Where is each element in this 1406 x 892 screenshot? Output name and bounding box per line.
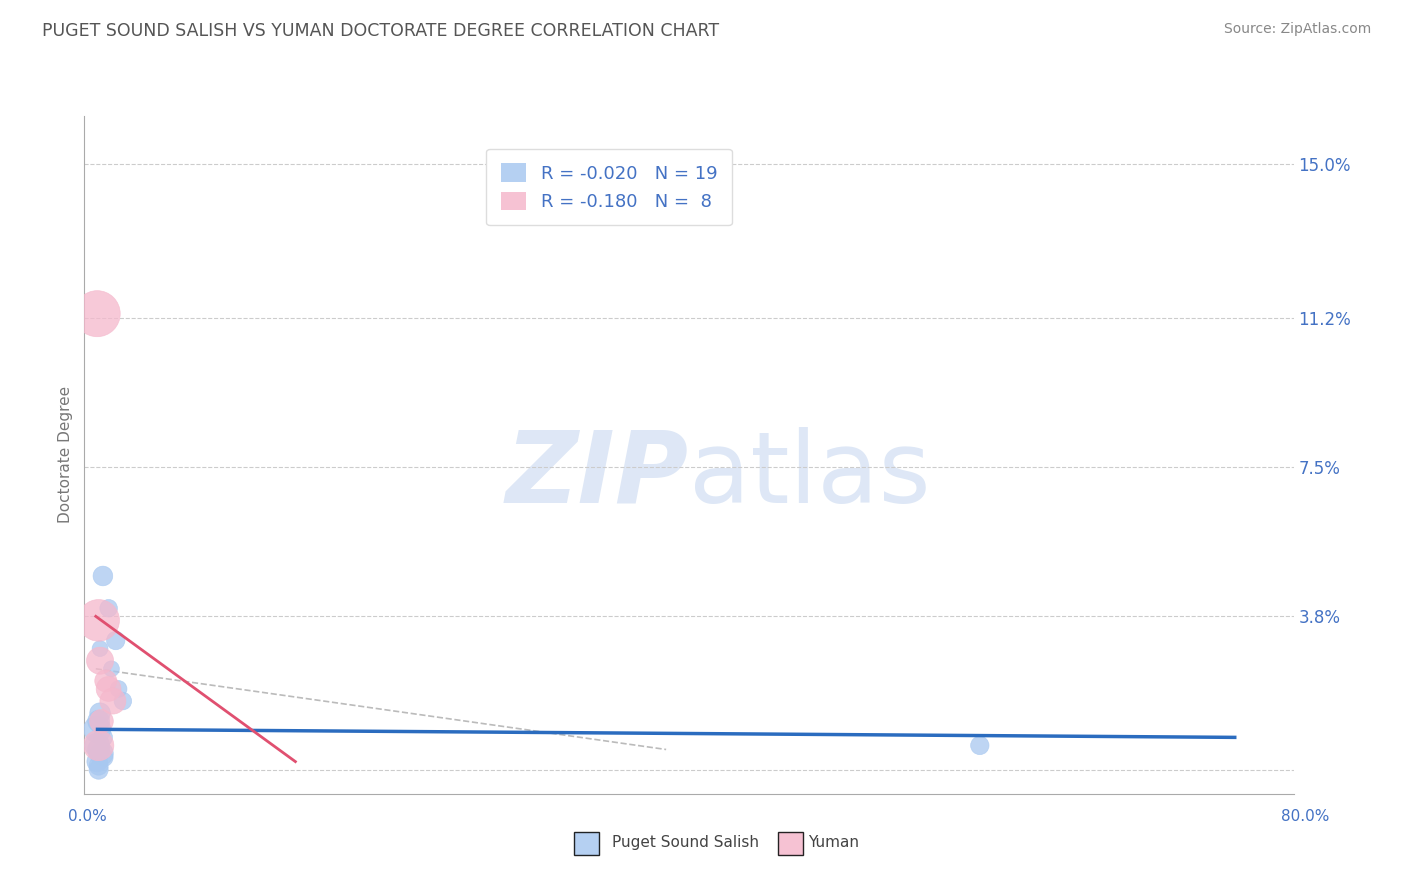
Text: Yuman: Yuman [808,836,859,850]
Point [111,694,134,708]
Point [86,307,108,321]
Point [87,613,110,627]
Point [101,694,124,708]
Legend: R = -0.020   N = 19, R = -0.180   N =  8: R = -0.020 N = 19, R = -0.180 N = 8 [486,149,731,226]
Point [93,750,115,764]
Point [86,723,108,737]
Point [94,673,117,688]
Point [87,714,110,729]
Point [97,681,120,696]
Point [87,763,110,777]
Point [89,654,111,668]
Text: ZIP: ZIP [506,426,689,524]
Point [86,739,108,753]
Point [87,739,110,753]
Point [969,739,991,753]
Text: PUGET SOUND SALISH VS YUMAN DOCTORATE DEGREE CORRELATION CHART: PUGET SOUND SALISH VS YUMAN DOCTORATE DE… [42,22,720,40]
Point [89,641,111,656]
Text: 80.0%: 80.0% [1281,809,1329,823]
Point [104,633,127,648]
Point [89,706,111,721]
Text: 0.0%: 0.0% [67,809,107,823]
Point [97,601,120,615]
Point [107,681,129,696]
Text: atlas: atlas [689,426,931,524]
Text: Source: ZipAtlas.com: Source: ZipAtlas.com [1223,22,1371,37]
Point [91,731,114,745]
Point [86,755,108,769]
Y-axis label: Doctorate Degree: Doctorate Degree [58,386,73,524]
Point [90,714,112,729]
Point [87,758,110,772]
Point [87,742,110,756]
Text: Puget Sound Salish: Puget Sound Salish [612,836,759,850]
Point [90,747,112,761]
Point [100,662,122,676]
Point [91,569,114,583]
